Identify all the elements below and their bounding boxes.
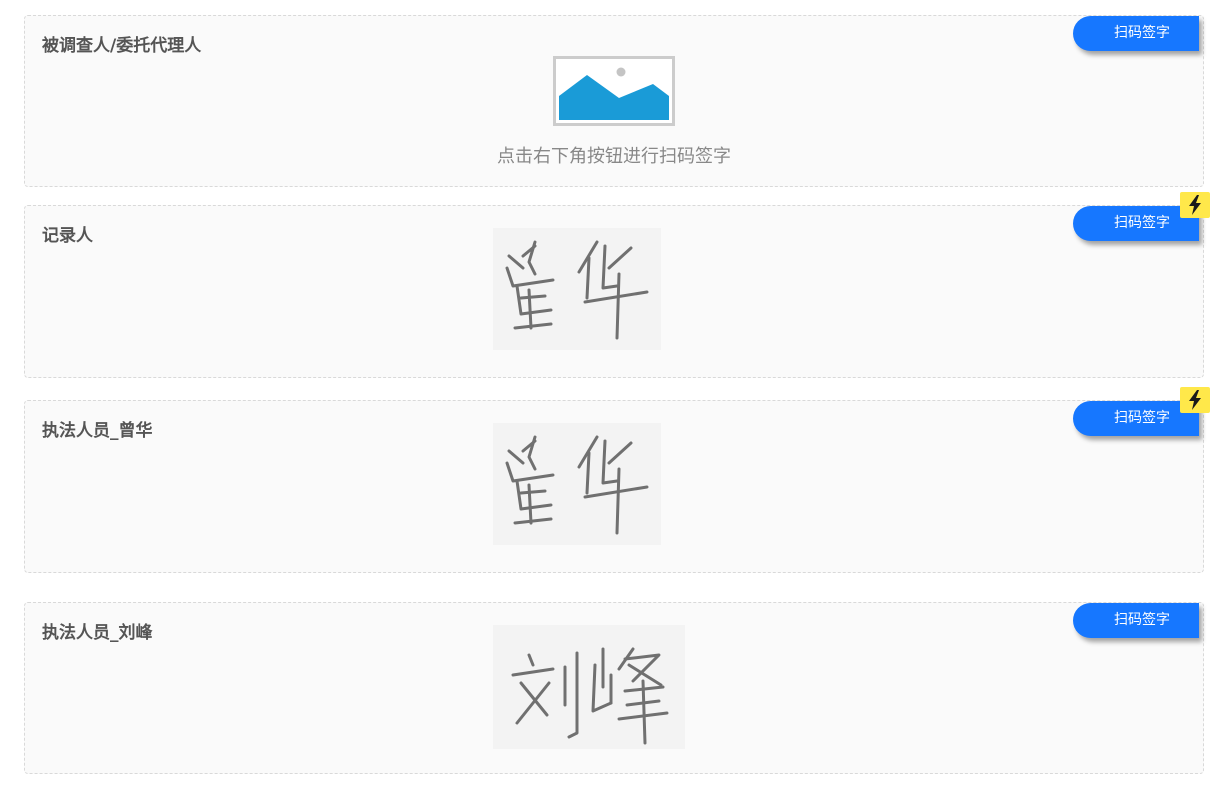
handwritten-signature [493, 228, 661, 350]
handwritten-signature [493, 625, 685, 749]
signature-card-officer-zeng: 执法人员_曾华 扫码签字 [24, 400, 1204, 573]
placeholder-image-icon [553, 56, 675, 126]
signature-image [493, 625, 685, 749]
lightning-icon [1188, 195, 1202, 215]
signature-placeholder[interactable]: 点击右下角按钮进行扫码签字 [25, 56, 1203, 168]
handwritten-signature [493, 423, 661, 545]
card-label: 执法人员_刘峰 [42, 623, 153, 643]
signature-image [493, 423, 661, 545]
lightning-icon [1188, 390, 1202, 410]
signature-card-respondent: 被调查人/委托代理人 扫码签字 点击右下角按钮进行扫码签字 [24, 15, 1204, 187]
card-label: 被调查人/委托代理人 [42, 36, 201, 56]
scan-sign-button[interactable]: 扫码签字 [1073, 603, 1199, 638]
placeholder-hint: 点击右下角按钮进行扫码签字 [25, 142, 1203, 168]
card-label: 记录人 [42, 226, 93, 246]
scan-sign-button[interactable]: 扫码签字 [1073, 16, 1199, 51]
lightning-badge [1180, 192, 1210, 218]
signature-card-recorder: 记录人 扫码签字 [24, 205, 1204, 378]
lightning-badge [1180, 387, 1210, 413]
signature-image [493, 228, 661, 350]
signature-card-officer-liu: 执法人员_刘峰 扫码签字 [24, 602, 1204, 774]
card-label: 执法人员_曾华 [42, 421, 153, 441]
